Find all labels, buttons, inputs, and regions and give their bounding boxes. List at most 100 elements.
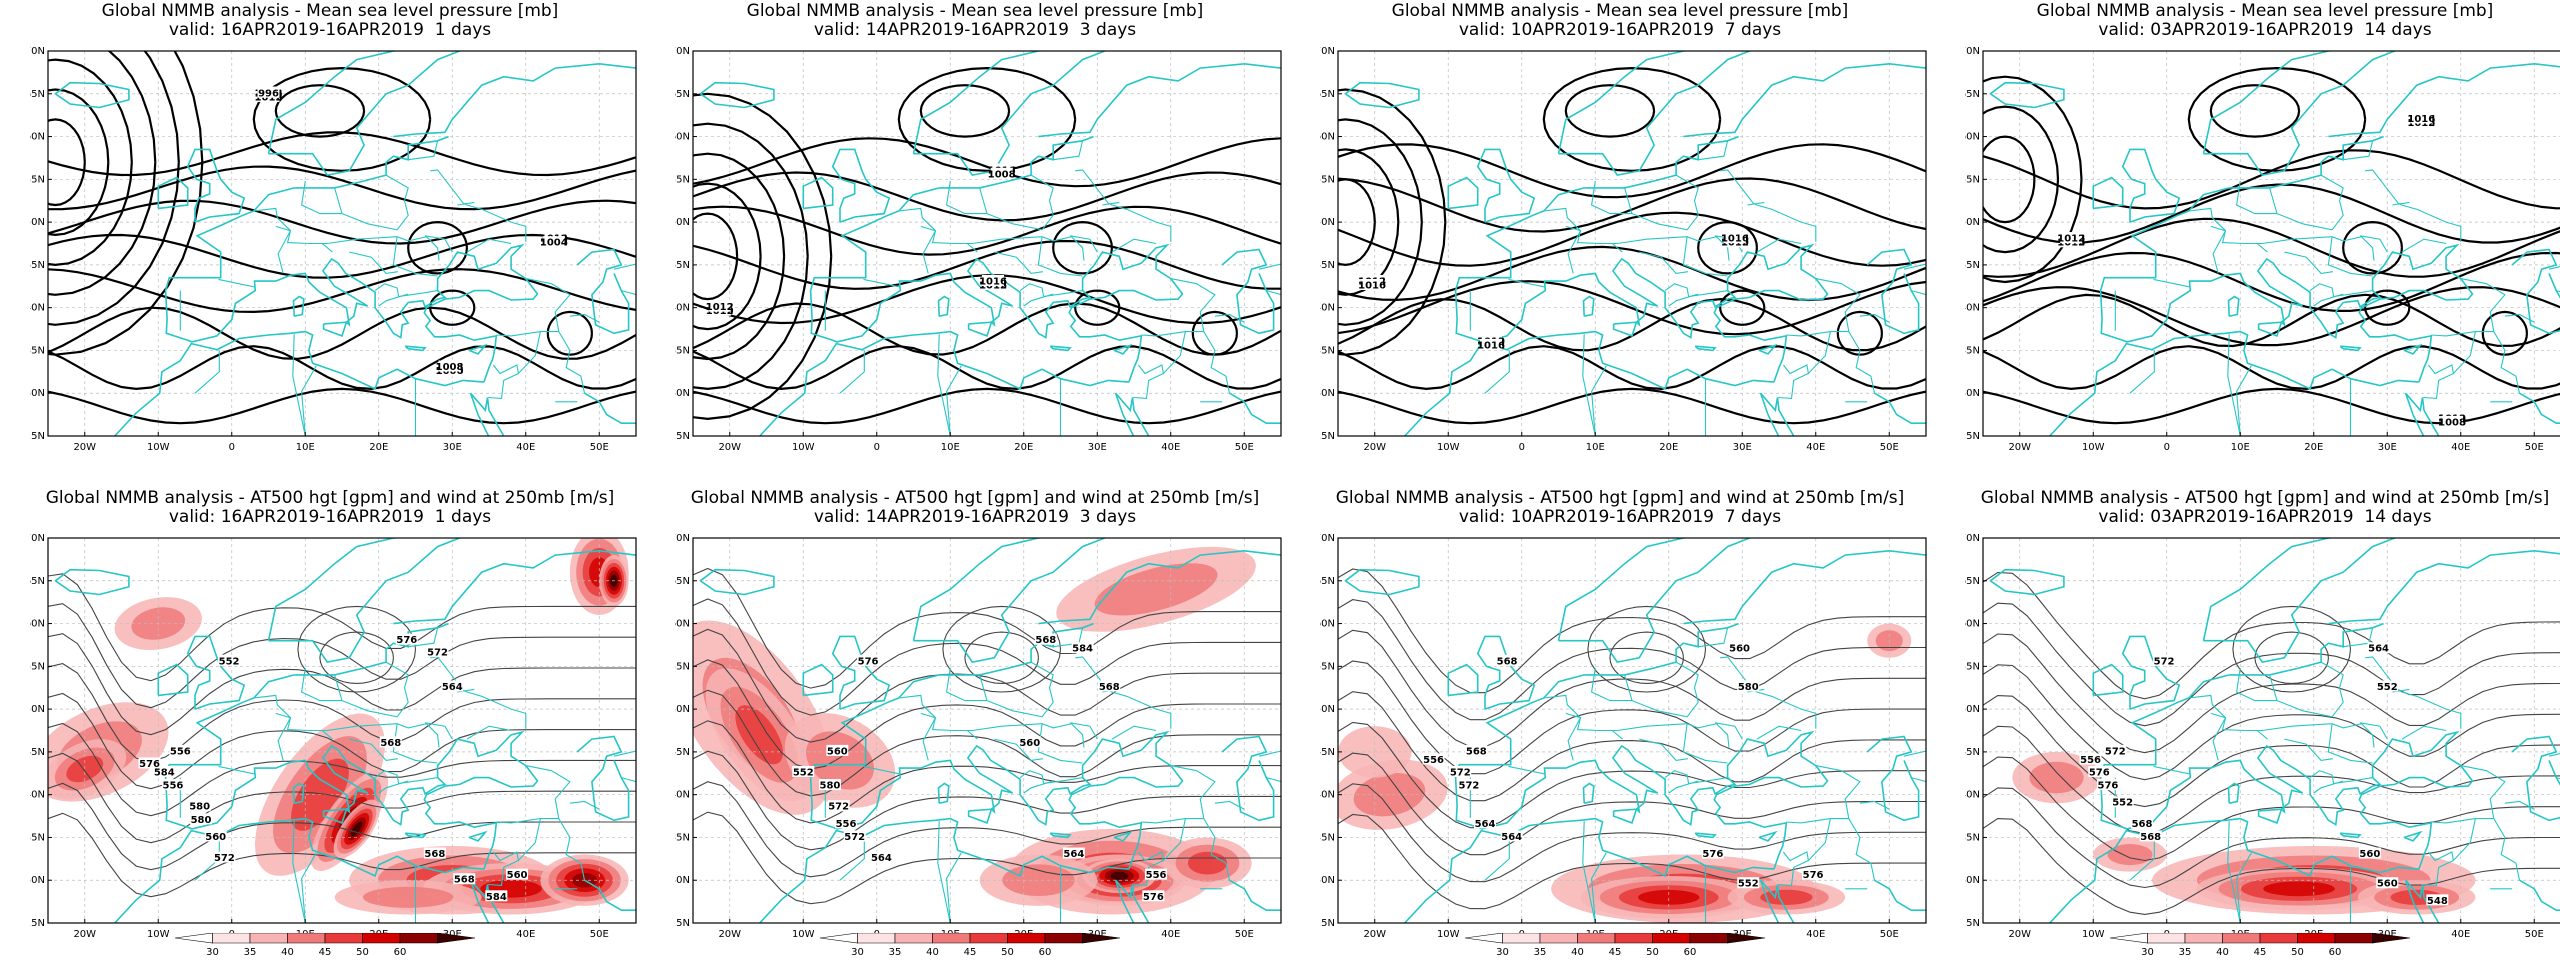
lon-tick-label: 30E	[1088, 442, 1107, 453]
coastline	[294, 137, 448, 188]
country-border	[219, 766, 256, 774]
coastline	[2520, 880, 2560, 919]
coastline	[833, 149, 890, 222]
colorbar-tick-label: 35	[1534, 947, 1547, 958]
lat-tick-label: 45N	[675, 747, 690, 758]
country-border	[2270, 662, 2344, 717]
colorbar-tick-label: 50	[2291, 947, 2304, 958]
panel-title: Global NMMB analysis - Mean sea level pr…	[30, 2, 630, 21]
isobar	[693, 389, 1281, 423]
lat-tick-label: 65N	[1965, 89, 1980, 100]
coastline	[803, 665, 832, 696]
lat-tick-label: 50N	[30, 217, 45, 228]
country-border	[1683, 724, 1727, 763]
contour-label: 1016	[2407, 114, 2435, 125]
map-canvas: 5525485565605645685725765605525685725767…	[1965, 533, 2560, 945]
lon-tick-label: 10E	[941, 442, 960, 453]
panel-subtitle: valid: 03APR2019-16APR2019 14 days	[1965, 21, 2560, 40]
colorbar-tick-label: 60	[2329, 947, 2342, 958]
panel-subtitle: valid: 10APR2019-16APR2019 7 days	[1320, 508, 1920, 527]
country-border	[1133, 374, 1163, 399]
contour-label: 576	[139, 759, 160, 770]
lat-tick-label: 70N	[675, 533, 690, 544]
lon-tick-label: 20W	[718, 442, 741, 453]
coastline	[1478, 636, 1535, 709]
country-border	[488, 374, 518, 399]
colorbar-tick-label: 30	[851, 947, 864, 958]
lat-tick-label: 35N	[1965, 345, 1980, 356]
lon-tick-label: 40E	[516, 442, 535, 453]
panel-title: Global NMMB analysis - Mean sea level pr…	[675, 2, 1275, 21]
contour-label: 1016	[979, 277, 1007, 288]
country-border	[1024, 781, 1053, 793]
hgt-wind-panel-1: Global NMMB analysis - AT500 hgt [gpm] a…	[30, 487, 630, 960]
lat-tick-label: 60N	[30, 132, 45, 143]
lat-tick-label: 35N	[675, 345, 690, 356]
hgt-wind-panel-2: Global NMMB analysis - AT500 hgt [gpm] a…	[675, 487, 1275, 960]
country-border	[2154, 279, 2191, 287]
coastline	[969, 322, 992, 336]
lon-tick-label: 20E	[1014, 442, 1033, 453]
lat-tick-label: 35N	[30, 345, 45, 356]
contour-label: 556	[836, 819, 857, 830]
lon-tick-label: 40E	[516, 929, 535, 940]
contour-label: 572	[214, 853, 235, 864]
lon-tick-label: 40E	[1806, 929, 1825, 940]
coastline	[1448, 178, 1477, 209]
lon-tick-label: 10E	[296, 442, 315, 453]
country-border	[2360, 723, 2387, 739]
isobar	[1338, 247, 1926, 300]
coastline	[2404, 832, 2420, 841]
lat-tick-label: 40N	[30, 303, 45, 314]
country-border	[1112, 239, 1156, 252]
jet-speed-shade	[363, 887, 453, 908]
coastline	[405, 346, 425, 350]
colorbar-swatch	[1008, 933, 1046, 943]
coastline	[577, 737, 628, 821]
coastline	[1345, 83, 1419, 108]
isobar	[1544, 68, 1720, 171]
lat-tick-label: 45N	[1965, 747, 1980, 758]
colorbar-tick-label: 30	[2141, 947, 2154, 958]
height-contour	[2255, 632, 2329, 683]
lon-tick-label: 30E	[1733, 442, 1752, 453]
coastline	[55, 570, 128, 595]
lat-tick-label: 50N	[675, 217, 690, 228]
isobar	[254, 68, 430, 171]
colorbar-tick-label: 50	[356, 947, 369, 958]
country-border	[840, 837, 864, 880]
isobar	[548, 312, 592, 355]
lat-tick-label: 55N	[30, 661, 45, 672]
lat-tick-label: 60N	[675, 132, 690, 143]
country-border	[1024, 294, 1053, 306]
country-border	[335, 662, 409, 717]
country-border	[493, 332, 540, 374]
contour-label: 576	[2098, 781, 2119, 792]
country-border	[2402, 239, 2446, 252]
country-border	[1509, 766, 1546, 774]
country-border	[2189, 695, 2226, 717]
lat-tick-label: 30N	[1320, 875, 1335, 886]
country-border	[2284, 739, 2333, 760]
contour-label: 572	[2105, 746, 2126, 757]
isobar	[2189, 68, 2365, 171]
jet-speed-shade	[2029, 762, 2083, 794]
country-border	[1112, 726, 1156, 739]
lat-tick-label: 30N	[30, 875, 45, 886]
lat-tick-label: 30N	[1320, 388, 1335, 399]
lat-tick-label: 30N	[30, 388, 45, 399]
lat-tick-label: 70N	[1965, 533, 1980, 544]
lon-tick-label: 20E	[2304, 442, 2323, 453]
coastline	[2093, 665, 2122, 696]
coastline	[2204, 534, 2395, 662]
coastline	[1448, 665, 1477, 696]
lon-tick-label: 10E	[1586, 442, 1605, 453]
contour-label: 580	[1738, 682, 1759, 693]
lat-tick-label: 25N	[30, 918, 45, 929]
height-contour	[320, 632, 394, 683]
lat-tick-label: 50N	[1965, 217, 1980, 228]
panel-subtitle: valid: 14APR2019-16APR2019 3 days	[675, 21, 1275, 40]
lat-tick-label: 70N	[675, 46, 690, 57]
lat-tick-label: 25N	[1965, 431, 1980, 442]
